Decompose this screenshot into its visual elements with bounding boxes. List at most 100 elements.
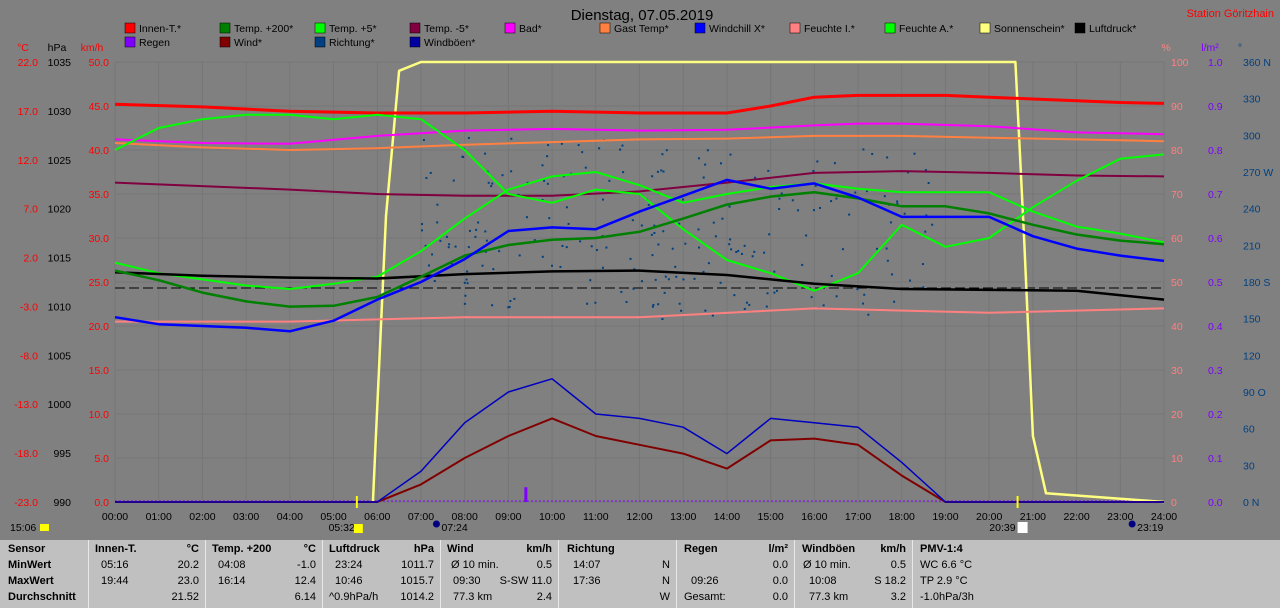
y-tick-label: 300 (1243, 130, 1261, 142)
direction-point (467, 246, 470, 249)
direction-point (721, 217, 724, 220)
direction-point (875, 247, 878, 250)
direction-point (498, 250, 501, 253)
direction-point (608, 179, 611, 182)
direction-point (561, 244, 564, 247)
direction-point (885, 247, 888, 250)
direction-point (533, 239, 536, 242)
direction-point (465, 278, 468, 281)
direction-point (508, 305, 511, 308)
wind-max-val: S-SW 11.0 (499, 575, 552, 587)
y-tick-label: 990 (53, 497, 71, 509)
direction-point (702, 176, 705, 179)
moon-icon (432, 520, 440, 528)
y-tick-label: 0.4 (1208, 321, 1223, 333)
direction-point (452, 179, 455, 182)
direction-point (693, 277, 696, 280)
x-tick-label: 20:00 (976, 511, 1002, 523)
legend: Innen-T.* Temp. +200* Temp. +5* Temp. -5* Ba… (124, 22, 1136, 49)
direction-point (754, 176, 757, 179)
sun-icon (353, 524, 363, 533)
series-line (114, 93, 1165, 115)
temp200-min-time: 04:08 (218, 559, 246, 571)
y-tick-label: 30 (1243, 460, 1255, 472)
x-tick-label: 13:00 (670, 511, 696, 523)
y-tick-label: 210 (1243, 240, 1261, 252)
direction-point (567, 222, 570, 225)
wind-avg-val: 2.4 (536, 591, 552, 603)
direction-point (436, 221, 439, 224)
direction-point (680, 309, 683, 312)
y-tick-label: 7.0 (23, 204, 38, 216)
direction-point (510, 170, 513, 173)
temp200-header: Temp. +200 (212, 543, 272, 555)
direction-point (818, 206, 821, 209)
direction-point (490, 185, 493, 188)
sunrise-label: 05:32 (329, 522, 355, 534)
x-tick-label: 22:00 (1063, 511, 1089, 523)
series-line (115, 417, 1164, 503)
y-tick-label: 10.0 (89, 409, 110, 421)
y-tick-label: 0.5 (1208, 277, 1223, 289)
direction-point (768, 233, 771, 236)
direction-point (475, 228, 478, 231)
direction-point (550, 264, 553, 267)
col-pmv: PMV-1:4 WC 6.6 °C TP 2.9 °C -1.0hPa/3h (913, 540, 1033, 608)
direction-point (867, 313, 870, 316)
y-tick-label: 12.0 (18, 155, 39, 167)
row-label-max: MaxWert (8, 575, 54, 587)
separator (88, 540, 89, 608)
y-tick-label: 0.6 (1208, 233, 1223, 245)
axes: °C hPa km/h% l/m² ° 22.0 17.0 12.0 7.0 2.0 -3.0 -8.… (14, 42, 1273, 523)
y-tick-label: 1.0 (1208, 57, 1223, 69)
windboeen-max-time: 10:08 (809, 575, 837, 587)
y-tick-label: 70 (1171, 189, 1183, 201)
y-tick-label: -18.0 (14, 448, 38, 460)
direction-point (492, 268, 495, 271)
legend-label: Feuchte A.* (899, 23, 953, 35)
wind-min-val: 0.5 (536, 559, 552, 571)
direction-point (547, 144, 550, 147)
pmv-pressure-trend: -1.0hPa/3h (920, 591, 974, 603)
y-tick-label: 1015 (48, 253, 72, 265)
direction-point (548, 217, 551, 220)
col-sensor: Sensor MinWert MaxWert Durchschnitt (0, 540, 88, 608)
direction-point (712, 221, 715, 224)
y-tick-label: 22.0 (18, 57, 39, 69)
direction-point (439, 239, 442, 242)
direction-point (654, 278, 657, 281)
separator (676, 540, 677, 608)
series-line (114, 171, 1165, 290)
windboeen-header: Windböen (802, 543, 856, 555)
direction-point (662, 170, 665, 173)
direction-point (656, 170, 659, 173)
legend-label: Sonnenschein* (994, 23, 1065, 35)
x-tick-label: 10:00 (539, 511, 565, 523)
direction-point (751, 255, 754, 258)
pmv-header: PMV-1:4 (920, 543, 963, 555)
temp200-unit: °C (303, 543, 316, 555)
y-tick-label: 10 (1171, 453, 1183, 465)
direction-point (674, 265, 677, 268)
direction-point (862, 302, 865, 305)
direction-point (924, 230, 927, 233)
direction-point (598, 147, 601, 150)
direction-point (518, 254, 521, 257)
direction-point (711, 314, 714, 317)
y-tick-label: 0.0 (1208, 497, 1223, 509)
y-tick-label: 5.0 (94, 453, 109, 465)
direction-point (865, 190, 868, 193)
innen-max-time: 19:44 (101, 575, 129, 587)
direction-point (481, 264, 484, 267)
direction-point (501, 174, 504, 177)
direction-point (753, 250, 756, 253)
richtung-header: Richtung (567, 543, 615, 555)
pmv-dewpoint: TP 2.9 °C (920, 575, 968, 587)
separator (440, 540, 441, 608)
direction-point (681, 198, 684, 201)
y-tick-label: 0.0 (94, 497, 109, 509)
direction-point (664, 275, 667, 278)
direction-point (661, 318, 664, 321)
direction-point (889, 221, 892, 224)
legend-label: Feuchte I.* (804, 23, 855, 35)
